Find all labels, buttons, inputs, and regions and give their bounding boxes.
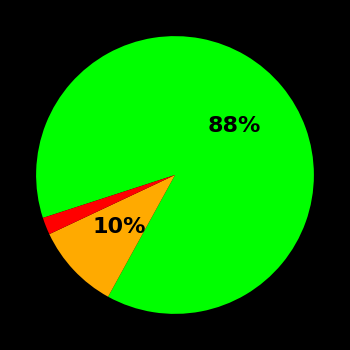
Wedge shape [43,175,175,234]
Wedge shape [49,175,175,297]
Text: 88%: 88% [207,116,260,136]
Wedge shape [36,36,314,314]
Text: 10%: 10% [92,217,146,237]
